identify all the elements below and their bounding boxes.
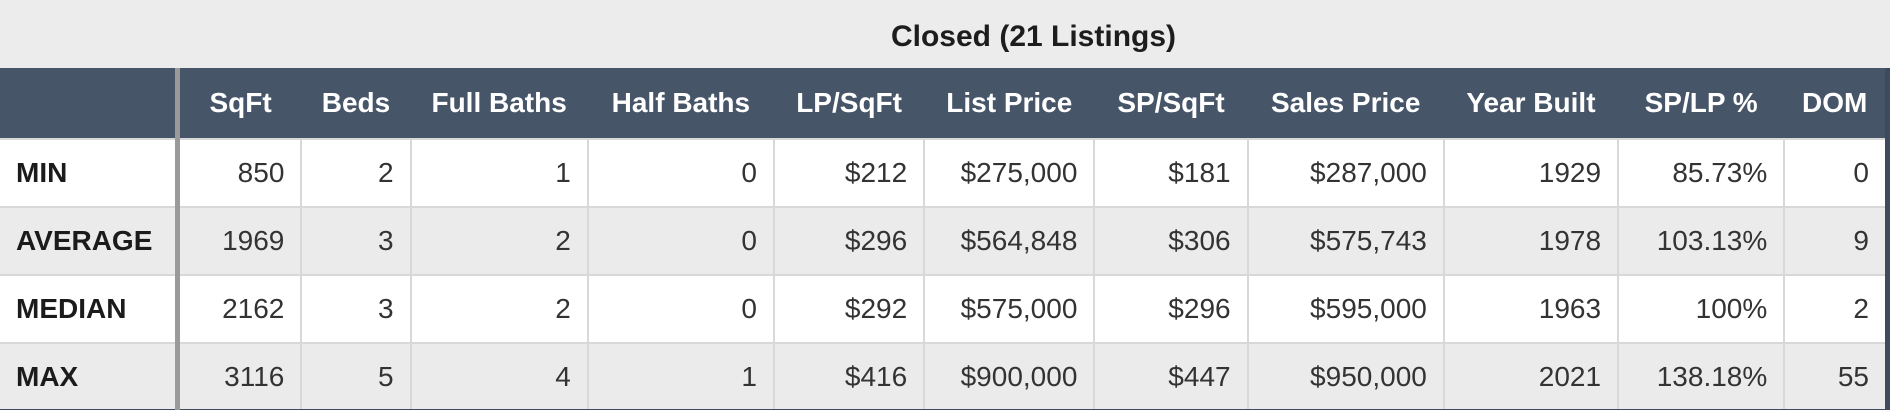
col-header-lp-sqft: LP/SqFt [774,68,925,139]
table-cell: $950,000 [1246,342,1444,410]
table-cell: 0 [586,138,774,207]
table-cell: $306 [1093,206,1248,275]
table-cell: 2 [1783,274,1888,343]
table-cell: $275,000 [923,138,1095,207]
col-header-half-baths: Half Baths [587,68,774,139]
col-header-list-price: List Price [924,68,1095,139]
title-band: Closed (21 Listings) [0,0,1890,68]
table-cell: 2 [300,138,411,207]
row-label-average: AVERAGE [0,206,180,275]
col-header-sp-sqft: SP/SqFt [1094,68,1248,139]
col-header-beds: Beds [301,68,411,139]
table-cell: 0 [586,274,774,343]
table-cell: $287,000 [1246,138,1444,207]
table-cell: 1963 [1442,274,1619,343]
table-cell: $564,848 [923,206,1095,275]
col-header-sales-price: Sales Price [1247,68,1444,139]
table-cell: 85.73% [1617,138,1785,207]
table-cell: $296 [1093,274,1248,343]
table-cell: $296 [772,206,925,275]
table-cell: $575,000 [923,274,1095,343]
header-row: SqFt Beds Full Baths Half Baths LP/SqFt … [0,68,1888,139]
table-cell: $292 [772,274,925,343]
table-cell: 0 [1783,138,1888,207]
table-cell: 3 [300,206,411,275]
table-row-min: MIN 850 2 1 0 $212 $275,000 $181 $287,00… [0,138,1888,207]
table-row-average: AVERAGE 1969 3 2 0 $296 $564,848 $306 $5… [0,206,1888,275]
table-cell: 4 [409,342,588,410]
table-cell: 850 [177,138,302,207]
table-cell: $447 [1093,342,1248,410]
col-header-sqft: SqFt [177,68,302,139]
table-cell: 1 [586,342,774,410]
table-cell: 138.18% [1617,342,1785,410]
table-cell: $595,000 [1246,274,1444,343]
row-label-max: MAX [0,342,180,410]
table-cell: 1 [409,138,588,207]
table-cell: 2 [409,274,588,343]
report-title: Closed (21 Listings) [890,20,1177,53]
row-label-median: MEDIAN [0,274,180,343]
table-row-max: MAX 3116 5 4 1 $416 $900,000 $447 $950,0… [0,342,1888,410]
table-cell: $416 [772,342,925,410]
table-cell: $212 [772,138,925,207]
table-cell: 5 [300,342,411,410]
row-label-min: MIN [0,138,180,207]
col-header-dom: DOM [1784,68,1888,139]
table-cell: 0 [586,206,774,275]
table-cell: 100% [1617,274,1785,343]
table-cell: 3 [300,274,411,343]
table-cell: 9 [1783,206,1888,275]
table-cell: $181 [1093,138,1248,207]
table-cell: $900,000 [923,342,1095,410]
corner-cell [0,68,180,139]
col-header-sp-lp-pct: SP/LP % [1618,68,1785,139]
table-cell: 3116 [177,342,302,410]
col-header-full-baths: Full Baths [410,68,588,139]
listings-stats-table: SqFt Beds Full Baths Half Baths LP/SqFt … [0,68,1890,410]
col-header-year-built: Year Built [1443,68,1619,139]
table-cell: 2 [409,206,588,275]
table-cell: 2021 [1442,342,1619,410]
table-cell: 1969 [177,206,302,275]
table-cell: $575,743 [1246,206,1444,275]
table-row-median: MEDIAN 2162 3 2 0 $292 $575,000 $296 $59… [0,274,1888,343]
table-cell: 1929 [1442,138,1619,207]
table-cell: 1978 [1442,206,1619,275]
table-cell: 55 [1783,342,1888,410]
table-cell: 2162 [177,274,302,343]
table-cell: 103.13% [1617,206,1785,275]
